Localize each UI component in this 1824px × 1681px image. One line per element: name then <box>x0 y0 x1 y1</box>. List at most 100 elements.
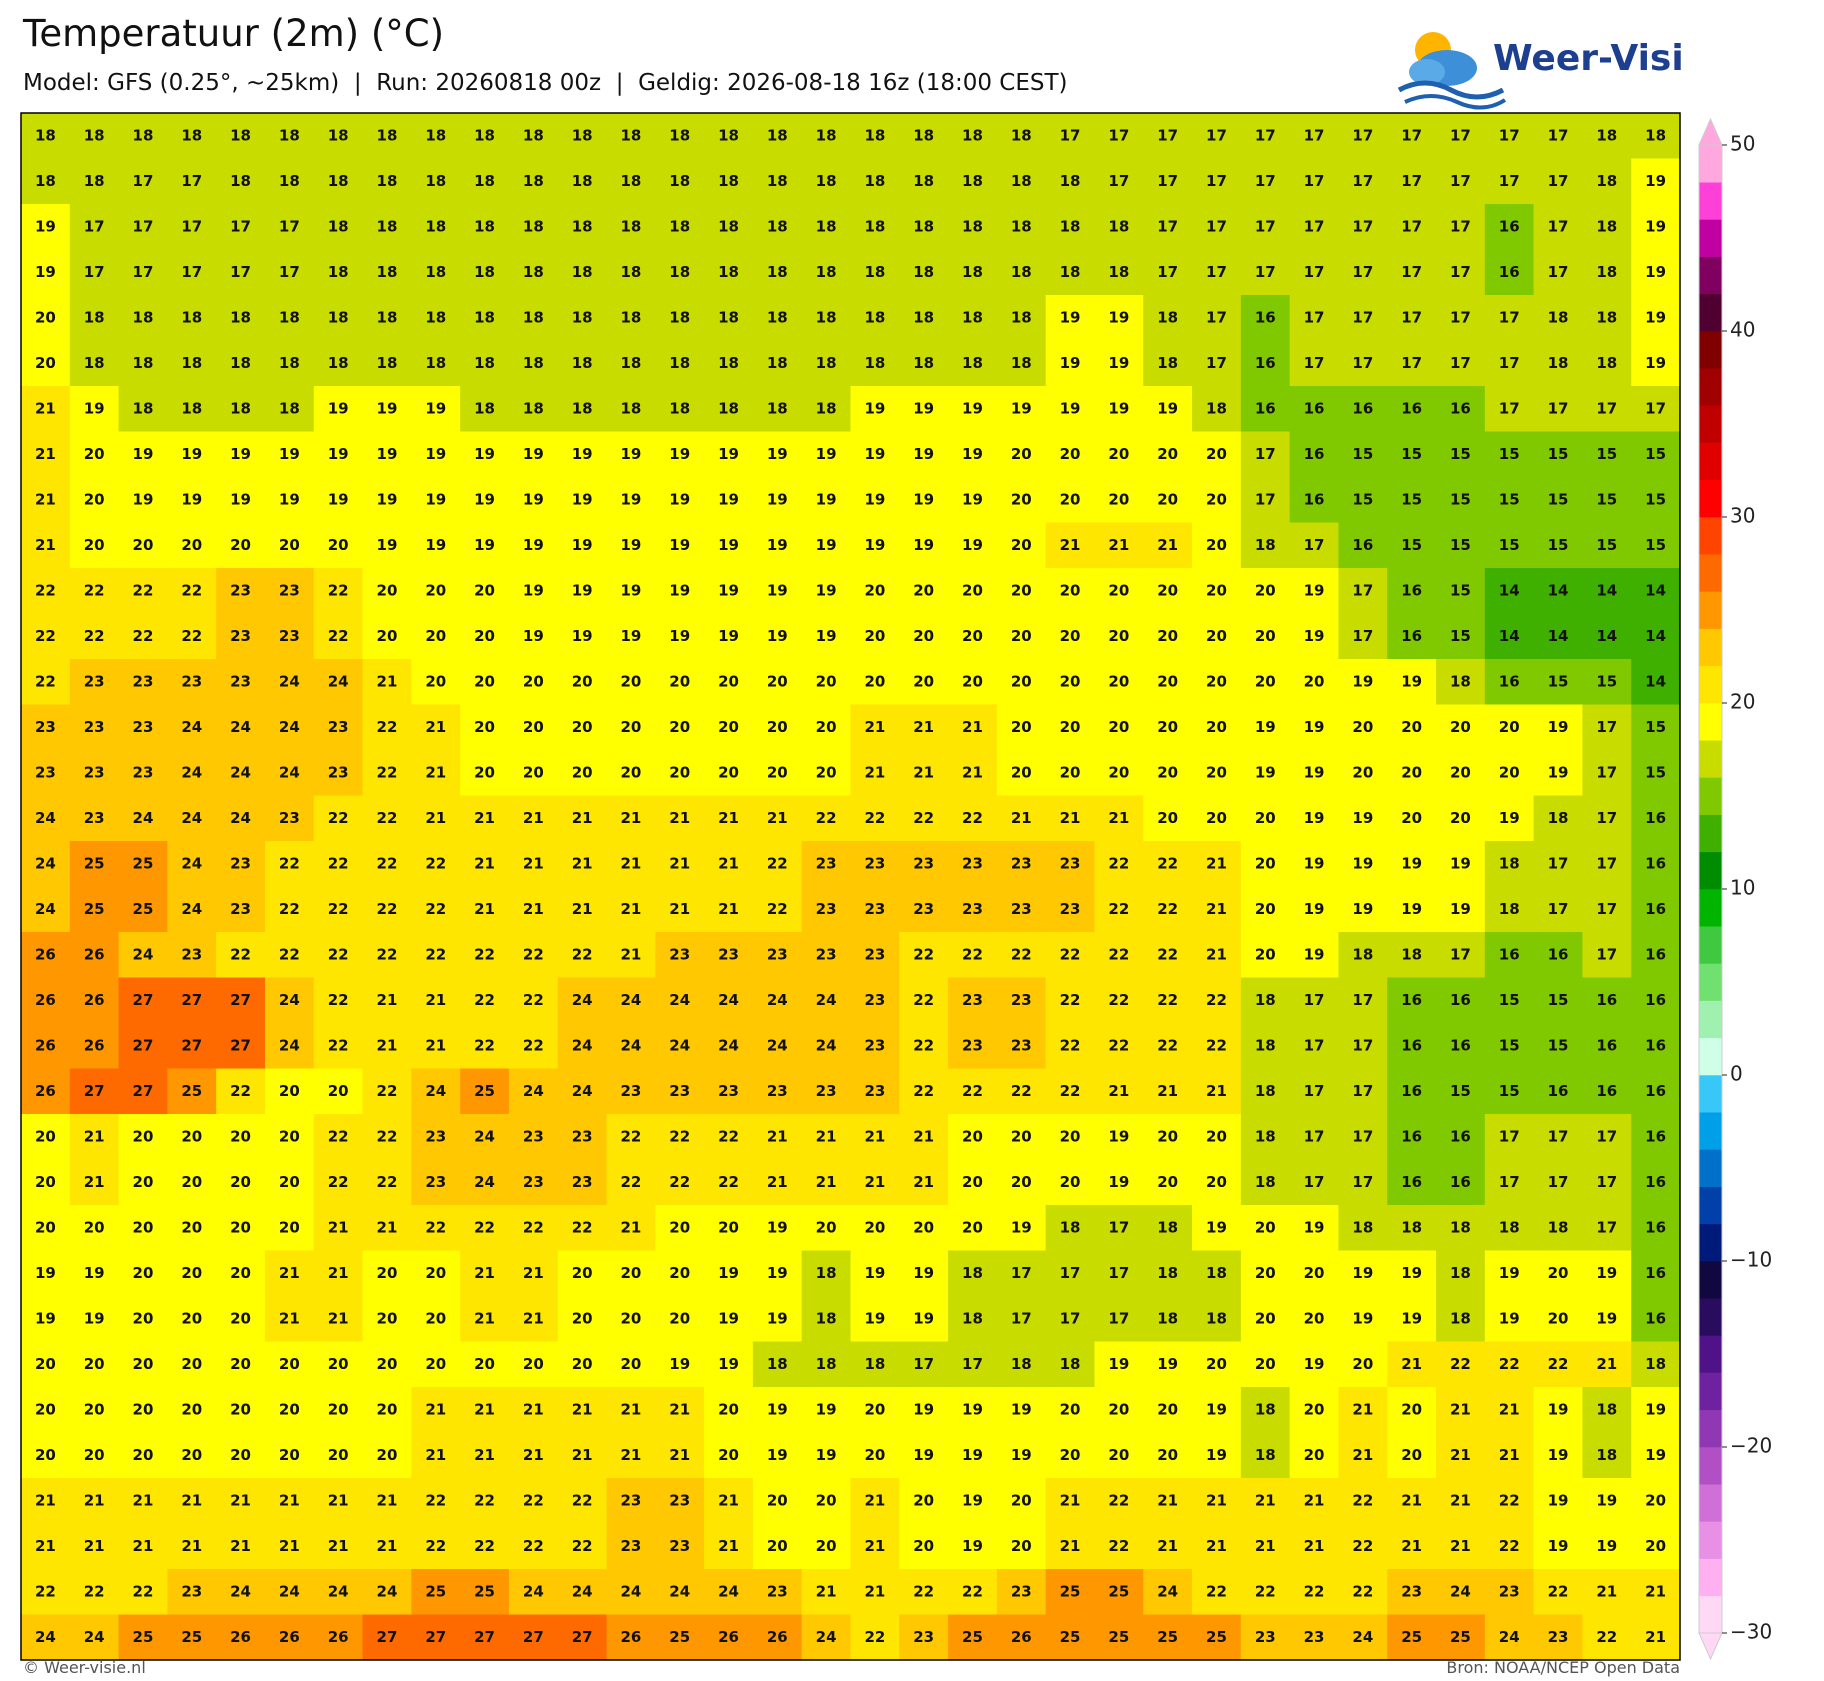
temperature-label: 19 <box>1108 1355 1129 1373</box>
temperature-label: 18 <box>620 354 641 372</box>
temperature-cell <box>411 340 461 387</box>
temperature-cell <box>1143 1159 1193 1206</box>
temperature-cell <box>362 522 412 569</box>
temperature-cell <box>264 158 315 205</box>
temperature-cell <box>21 431 71 478</box>
temperature-label: 22 <box>425 945 446 963</box>
temperature-label: 17 <box>1304 126 1325 144</box>
temperature-cell <box>411 522 461 569</box>
temperature-label: 19 <box>1304 581 1325 599</box>
temperature-cell <box>948 704 998 751</box>
colorbar-segment <box>1699 1447 1722 1485</box>
temperature-label: 18 <box>718 399 739 417</box>
temperature-label: 19 <box>230 490 251 508</box>
temperature-label: 24 <box>669 1036 690 1054</box>
temperature-cell <box>216 1250 266 1297</box>
temperature-cell <box>1631 340 1681 387</box>
temperature-label: 19 <box>1352 1264 1373 1282</box>
temperature-cell <box>216 204 266 250</box>
temperature-label: 18 <box>816 217 837 235</box>
temperature-label: 19 <box>181 490 202 508</box>
temperature-cell <box>118 1159 168 1206</box>
temperature-label: 21 <box>816 1173 837 1191</box>
temperature-label: 21 <box>474 854 495 872</box>
temperature-label: 20 <box>1108 763 1129 781</box>
temperature-label: 24 <box>572 1082 593 1100</box>
temperature-cell <box>69 1478 120 1524</box>
temperature-cell <box>801 750 851 796</box>
temperature-label: 20 <box>669 763 690 781</box>
temperature-cell <box>1533 1068 1583 1115</box>
temperature-cell <box>460 795 510 842</box>
temperature-cell <box>460 1205 510 1251</box>
temperature-label: 24 <box>181 900 202 918</box>
temperature-cell <box>1484 477 1535 523</box>
temperature-label: 18 <box>84 126 105 144</box>
temperature-label: 20 <box>1011 1127 1032 1145</box>
temperature-label: 20 <box>1157 718 1178 736</box>
temperature-label: 15 <box>1499 490 1520 508</box>
temperature-label: 21 <box>523 1446 544 1464</box>
temperature-label: 17 <box>1499 126 1520 144</box>
temperature-cell <box>411 1114 461 1160</box>
temperature-label: 18 <box>1548 1218 1569 1236</box>
temperature-cell <box>606 1205 656 1251</box>
temperature-label: 17 <box>1352 1127 1373 1145</box>
temperature-cell <box>1045 295 1095 341</box>
temperature-label: 21 <box>377 1537 398 1555</box>
temperature-cell <box>216 886 266 933</box>
temperature-cell <box>1387 1478 1437 1524</box>
temperature-cell <box>167 249 217 296</box>
temperature-cell <box>1143 1250 1193 1297</box>
temperature-label: 19 <box>572 490 593 508</box>
temperature-label: 16 <box>1548 945 1569 963</box>
temperature-cell <box>1192 1114 1242 1160</box>
temperature-label: 15 <box>1596 445 1617 463</box>
temperature-label: 20 <box>1157 1173 1178 1191</box>
temperature-label: 20 <box>84 1218 105 1236</box>
temperature-label: 19 <box>1157 399 1178 417</box>
temperature-label: 17 <box>1352 217 1373 235</box>
temperature-label: 20 <box>1157 1400 1178 1418</box>
temperature-cell <box>1484 158 1535 205</box>
temperature-label: 24 <box>279 672 300 690</box>
temperature-cell <box>850 431 900 478</box>
temperature-label: 19 <box>1011 1400 1032 1418</box>
temperature-label: 20 <box>474 672 495 690</box>
temperature-cell <box>460 1023 510 1069</box>
temperature-cell <box>1484 431 1535 478</box>
temperature-label: 23 <box>230 627 251 645</box>
temperature-cell <box>850 340 900 387</box>
temperature-cell <box>752 704 803 751</box>
temperature-label: 20 <box>718 763 739 781</box>
temperature-cell <box>411 1159 461 1206</box>
temperature-label: 25 <box>474 1582 495 1600</box>
temperature-cell <box>362 977 412 1024</box>
temperature-label: 19 <box>669 445 690 463</box>
temperature-label: 20 <box>1304 1400 1325 1418</box>
temperature-cell <box>1094 795 1144 842</box>
temperature-cell <box>704 1114 754 1160</box>
temperature-cell <box>313 1068 364 1115</box>
temperature-cell <box>508 1614 559 1661</box>
temperature-label: 18 <box>1255 991 1276 1009</box>
temperature-label: 21 <box>84 1537 105 1555</box>
temperature-cell <box>1484 1341 1535 1388</box>
temperature-cell <box>1094 295 1144 341</box>
temperature-label: 19 <box>84 399 105 417</box>
temperature-cell <box>1338 477 1388 523</box>
temperature-cell <box>313 158 364 205</box>
temperature-label: 18 <box>767 308 788 326</box>
temperature-cell <box>1582 886 1632 933</box>
temperature-label: 18 <box>718 172 739 190</box>
temperature-cell <box>313 932 364 978</box>
temperature-cell <box>1338 431 1388 478</box>
temperature-label: 26 <box>35 945 56 963</box>
temperature-label: 21 <box>230 1537 251 1555</box>
temperature-label: 22 <box>84 581 105 599</box>
temperature-label: 18 <box>279 354 300 372</box>
temperature-label: 21 <box>718 1537 739 1555</box>
temperature-cell <box>313 1250 364 1297</box>
temperature-cell <box>313 204 364 250</box>
temperature-label: 18 <box>84 308 105 326</box>
